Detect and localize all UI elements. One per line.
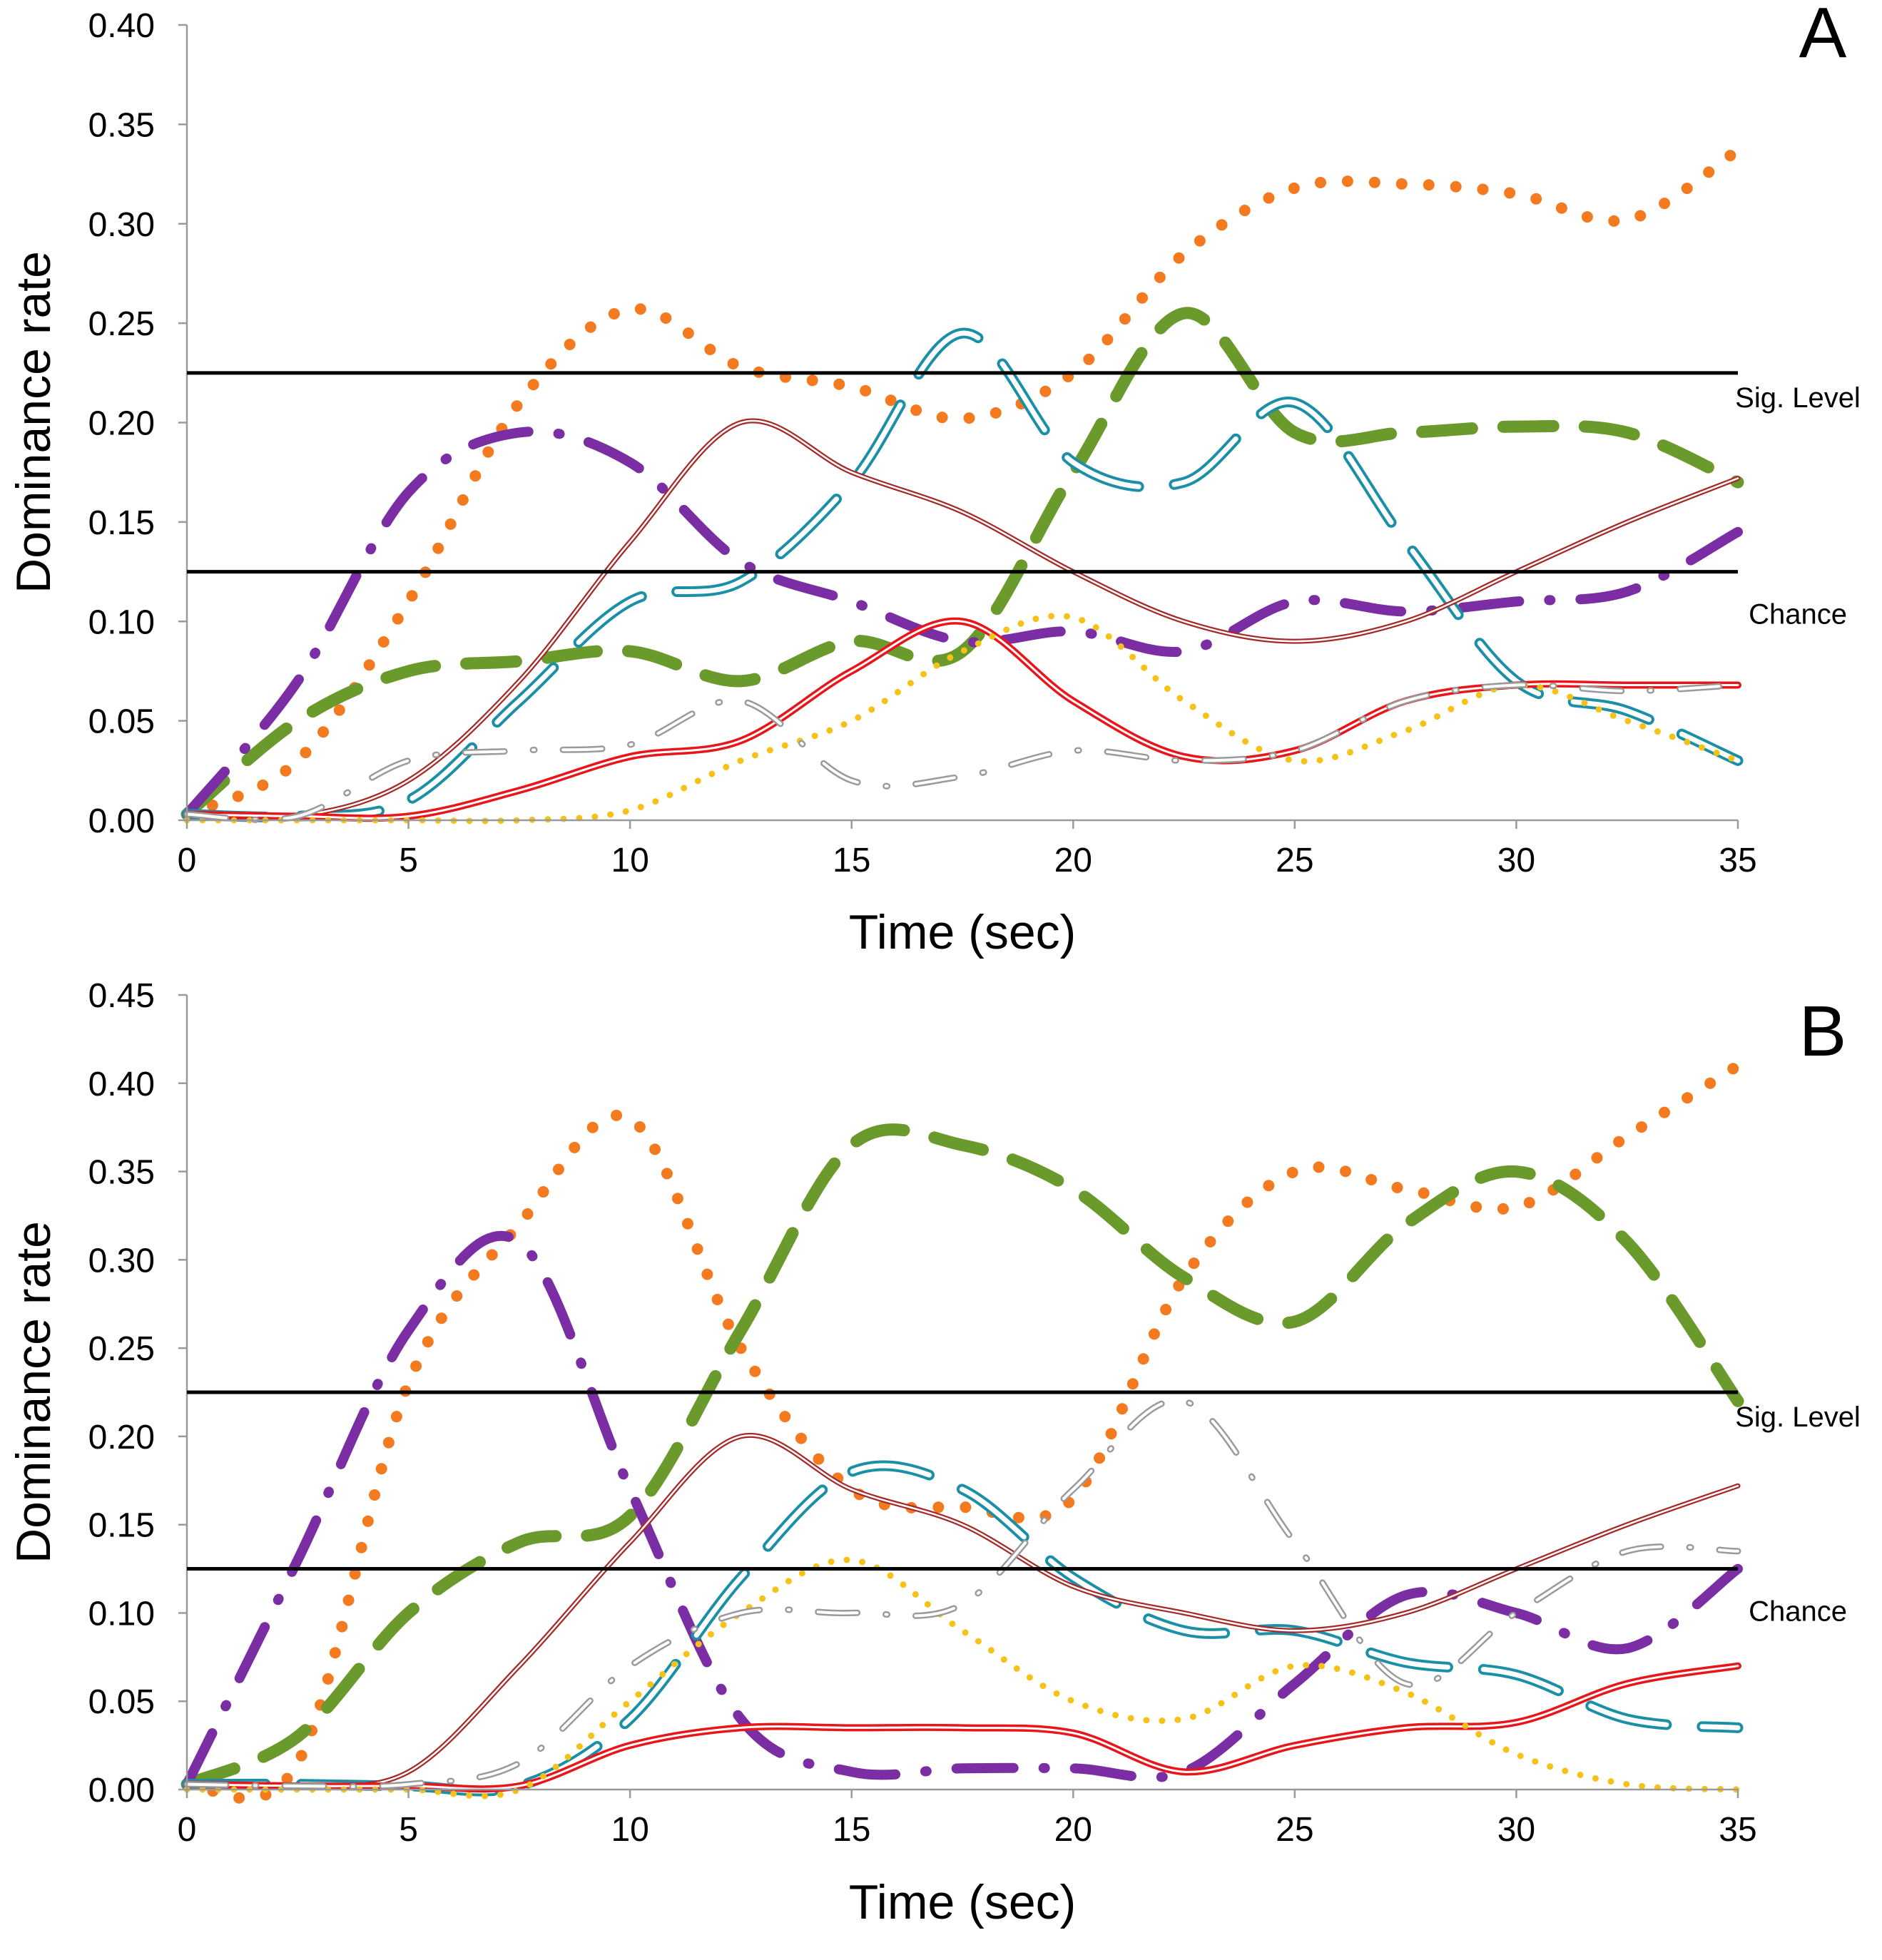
panel-a-y-axis-title: Dominance rate: [6, 251, 61, 593]
panel-a-series-orange-dotted-line: [181, 144, 1744, 820]
panel-b-x-tick-label: 35: [1719, 1811, 1756, 1849]
panel-a-reference-lines: Sig. Level Chance: [187, 371, 1861, 631]
panel-a-series-teal-longdash-inner: [184, 330, 1741, 820]
panel-a-y-tick-label: 0.40: [88, 7, 155, 45]
panel-b-x-tick-label: 15: [833, 1811, 870, 1849]
panel-b-y-tick-label: 0.10: [88, 1595, 155, 1633]
panel-b-y-tick-label: 0.35: [88, 1154, 155, 1192]
panel-a-series-green-dashed-line: [180, 307, 1744, 821]
panel-b-x-tick-label: 30: [1497, 1811, 1535, 1849]
panel-a-y-tick-label: 0.10: [88, 603, 155, 641]
panel-b-y-tick-label: 0.45: [88, 977, 155, 1015]
panel-b-series-orange-dotted-line: [181, 1060, 1744, 1805]
panel-a-y-tick-label: 0.05: [88, 703, 155, 741]
panel-a-series-brown-double-inner: [185, 419, 1739, 820]
panel-b-series-red-double: [183, 1662, 1741, 1793]
panel-b-y-tick-label: 0.00: [88, 1772, 155, 1810]
panel-b-x-tick-label: 0: [178, 1811, 197, 1849]
panel-a-x-tick-label: 35: [1719, 842, 1756, 879]
panel-b-series-green-dashed: [180, 1123, 1744, 1791]
panel-b-x-tick-label: 5: [399, 1811, 418, 1849]
panel-b-x-axis-title: Time (sec): [849, 1875, 1077, 1929]
panel-a-y-tick-label: 0.15: [88, 504, 155, 542]
panel-b-series-brown-double: [184, 1432, 1741, 1790]
panel-a-series-orange-dotted: [181, 144, 1744, 820]
panel-b-series-yellow-dotted: [183, 1556, 1741, 1800]
panel-b-y-tick-label: 0.30: [88, 1242, 155, 1280]
panel-a-series-layer: [180, 144, 1744, 825]
panel-a-x-axis-title: Time (sec): [849, 905, 1077, 959]
panel-b-y-axis-title: Dominance rate: [6, 1221, 61, 1563]
panel-b-series-red-double-inner: [185, 1665, 1739, 1790]
panel-a-x-tick-label: 0: [178, 842, 197, 879]
panel-b-series-brown-double-inner: [185, 1434, 1739, 1788]
panel-a-label: A: [1799, 0, 1847, 73]
panel-b-x-tick-label: 20: [1054, 1811, 1092, 1849]
panel-a-series-green-dashed: [180, 307, 1744, 821]
panel-a-series-purple-dashdot: [182, 426, 1743, 820]
panel-b-label: B: [1799, 991, 1847, 1071]
panel-b-series-green-dashed-line: [180, 1123, 1744, 1791]
panel-a-ref-label-sig-level: Sig. Level: [1735, 382, 1861, 414]
panel-a-x-tick-label: 20: [1054, 842, 1092, 879]
panel-a-y-tick-label: 0.30: [88, 206, 155, 244]
panel-a-x-tick-label: 10: [611, 842, 648, 879]
panel-a-y-tick-label: 0.00: [88, 802, 155, 840]
panel-b-y-tick-label: 0.15: [88, 1507, 155, 1545]
panel-a-series-teal-longdash: [181, 327, 1744, 822]
panel-a-y-tick-label: 0.20: [88, 405, 155, 443]
panel-b-ticks: 0.00 0.05 0.10 0.15 0.20 0.25 0.30 0.35 0.40 0.45…: [88, 977, 1757, 1849]
panel-a-series-red-double-inner: [185, 620, 1739, 820]
panel-a-series-purple-dashdot-line: [182, 426, 1743, 820]
panel-a-ref-label-chance: Chance: [1749, 599, 1847, 631]
panel-b-ref-label-chance: Chance: [1749, 1596, 1847, 1628]
panel-b-y-tick-label: 0.05: [88, 1683, 155, 1721]
panel-a-ticks: 0.00 0.05 0.10 0.15 0.20 0.25 0.30 0.35 0.40 0 5 10…: [88, 7, 1757, 879]
panel-a-series-brown-double: [184, 418, 1741, 821]
panel-b-x-tick-label: 25: [1276, 1811, 1313, 1849]
panel-a-y-tick-label: 0.25: [88, 305, 155, 343]
panel-a-y-tick-label: 0.35: [88, 106, 155, 144]
panel-a: Sig. Level Chance 0.00 0.05 0.10 0.15 0.20 0.2…: [6, 0, 1861, 959]
panel-b-y-tick-label: 0.20: [88, 1419, 155, 1456]
panel-b-reference-lines: Sig. Level Chance: [187, 1390, 1861, 1628]
panel-a-x-tick-label: 15: [833, 842, 870, 879]
panel-b-series-yellow-dotted-line: [183, 1556, 1741, 1800]
panel-b-x-tick-label: 10: [611, 1811, 648, 1849]
panel-b: Sig. Level Chance 0.00 0.05 0.10 0.15 0.20 0.2…: [6, 977, 1861, 1929]
panel-b-y-tick-label: 0.40: [88, 1066, 155, 1103]
panel-a-series-red-double: [183, 617, 1741, 822]
panel-b-ref-label-sig-level: Sig. Level: [1735, 1402, 1861, 1433]
panel-a-x-tick-label: 30: [1497, 842, 1535, 879]
panel-a-x-tick-label: 25: [1276, 842, 1313, 879]
panel-b-series-orange-dotted: [181, 1060, 1744, 1805]
panel-b-y-tick-label: 0.25: [88, 1330, 155, 1368]
panel-a-x-tick-label: 5: [399, 842, 418, 879]
